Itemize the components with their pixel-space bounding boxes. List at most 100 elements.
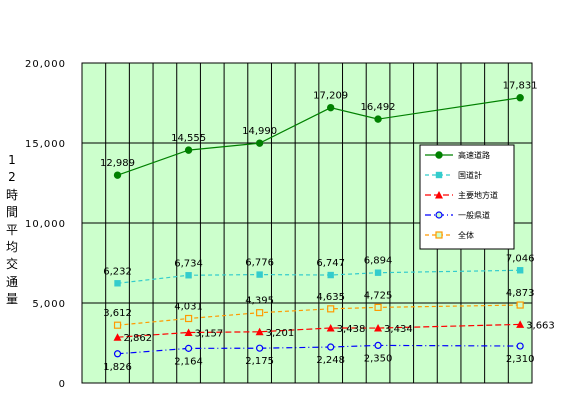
data-point <box>435 191 443 199</box>
y-axis-label-char: 平 <box>6 222 19 237</box>
y-axis-label-char: 量 <box>6 292 19 307</box>
data-point <box>516 94 524 102</box>
data-label: 2,350 <box>364 353 393 364</box>
data-label: 3,434 <box>384 324 413 335</box>
data-point <box>435 151 443 159</box>
data-point <box>435 211 443 219</box>
y-tick-label: 5,000 <box>32 299 66 310</box>
data-point <box>185 272 192 279</box>
data-point <box>255 327 264 336</box>
data-label: 1,826 <box>103 362 132 373</box>
data-label: 6,232 <box>103 266 132 277</box>
data-label: 3,201 <box>266 328 295 339</box>
y-axis-label-char: 交 <box>6 257 19 272</box>
data-point <box>374 324 383 332</box>
data-label: 6,734 <box>174 258 203 269</box>
data-label: 2,175 <box>245 356 274 367</box>
data-point <box>184 314 193 323</box>
data-point <box>326 323 335 332</box>
y-axis-label-char: 通 <box>6 274 19 289</box>
data-point <box>327 271 334 279</box>
series-主要地方道: 2,862 3,157 3,201 3,438 3,434 3,663 <box>113 320 555 344</box>
data-point <box>184 328 193 336</box>
legend-entry: 主要地方道 <box>425 190 498 200</box>
data-point <box>256 344 264 352</box>
y-tick-label: 20,000 <box>25 59 66 70</box>
data-point <box>114 280 121 287</box>
data-point <box>516 301 524 309</box>
series-line <box>117 97 521 176</box>
data-point <box>113 321 122 329</box>
data-label: 3,663 <box>526 320 555 331</box>
data-label: 4,873 <box>506 288 535 299</box>
data-label: 6,747 <box>316 258 345 269</box>
y-axis-label-char: 均 <box>6 240 19 255</box>
data-point <box>327 305 335 313</box>
data-point <box>256 309 264 317</box>
legend-entry: 高速道路 <box>425 150 490 160</box>
data-point <box>374 269 382 276</box>
y-tick-label: 10,000 <box>25 219 66 230</box>
data-label: 2,862 <box>124 333 153 344</box>
data-point <box>435 171 443 179</box>
legend-label: 主要地方道 <box>458 190 498 200</box>
data-point <box>255 139 264 147</box>
series-line <box>117 304 521 326</box>
legend-entry: 国道計 <box>425 170 482 180</box>
data-point <box>516 342 524 350</box>
data-point <box>113 350 122 358</box>
data-label: 3,157 <box>195 328 224 339</box>
data-label: 4,395 <box>245 296 274 307</box>
series-line <box>117 269 521 284</box>
data-point <box>326 103 335 112</box>
data-label: 12,989 <box>100 158 135 169</box>
y-tick-labels: 0 5,000 10,000 15,000 20,000 <box>25 59 66 390</box>
legend-label: 一般県道 <box>458 210 490 220</box>
data-label: 6,894 <box>364 256 393 267</box>
data-point <box>184 344 193 352</box>
data-point <box>374 303 382 311</box>
y-axis-label-char: 時 <box>6 187 19 202</box>
y-axis-label-char: 2 <box>8 170 16 185</box>
data-point <box>516 320 525 328</box>
series-一般県道: 1,826 2,164 2,175 2,248 2,350 2,310 <box>103 341 535 373</box>
legend-label: 全体 <box>458 230 474 240</box>
legend-entry: 一般県道 <box>425 210 490 220</box>
data-label: 2,310 <box>506 354 535 365</box>
data-label: 4,031 <box>174 302 203 313</box>
legend-entry: 全体 <box>425 230 474 240</box>
legend-label: 高速道路 <box>458 150 490 160</box>
data-point <box>327 343 335 351</box>
data-point <box>184 146 193 154</box>
data-label: 16,492 <box>361 102 396 113</box>
data-label: 4,725 <box>364 290 393 301</box>
series-line <box>117 323 521 338</box>
data-point <box>374 341 382 349</box>
y-axis-label-char: 間 <box>6 205 19 220</box>
data-point <box>516 267 524 274</box>
data-label: 4,635 <box>316 292 345 303</box>
data-label: 6,776 <box>245 258 274 269</box>
y-axis-label: 1 2 時間平均交通量 <box>6 152 18 309</box>
data-label: 3,612 <box>103 308 132 319</box>
data-point <box>435 231 443 239</box>
data-label: 2,248 <box>316 355 345 366</box>
series-layer: 12,989 14,555 14,990 17,209 16,492 17,831 6,23… <box>100 81 555 373</box>
data-label: 14,555 <box>171 133 206 144</box>
series-全体: 3,612 4,031 4,395 4,635 4,725 4,873 <box>103 288 535 329</box>
data-label: 17,209 <box>313 91 348 102</box>
series-国道計: 6,232 6,734 6,776 6,747 6,894 7,046 <box>103 253 535 287</box>
data-point <box>256 271 263 278</box>
data-label: 17,831 <box>503 81 538 92</box>
y-tick-label: 0 <box>59 379 66 390</box>
data-point <box>113 171 122 179</box>
legend-label: 国道計 <box>458 170 482 180</box>
data-label: 14,990 <box>242 126 277 137</box>
data-label: 2,164 <box>174 356 203 367</box>
data-point <box>113 333 122 341</box>
data-label: 7,046 <box>506 253 535 264</box>
data-point <box>374 115 382 123</box>
y-axis-label-char: 1 <box>8 153 16 167</box>
